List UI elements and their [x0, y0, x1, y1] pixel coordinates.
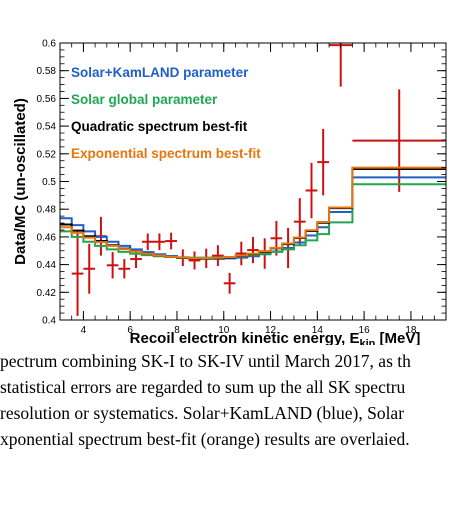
y-tick-label: 0.48 [37, 205, 57, 216]
y-tick-label: 0.46 [37, 232, 57, 243]
legend-entry-4: Exponential spectrum best-fit [71, 146, 261, 161]
legend: Solar+KamLAND parameter Solar global para… [71, 65, 261, 161]
y-tick-label: 0.54 [37, 122, 57, 133]
y-tick-label: 0.4 [42, 316, 56, 327]
data-point [223, 272, 236, 294]
data-point [83, 243, 96, 294]
x-tick-label: 10 [218, 325, 230, 336]
y-tick-label: 0.56 [37, 94, 57, 105]
data-point [247, 236, 259, 264]
data-point [188, 251, 201, 270]
data-point [106, 252, 119, 279]
x-tick-label: 4 [81, 325, 87, 336]
y-tick-label: 0.58 [37, 66, 57, 77]
caption-line-4: xponential spectrum best-fit (orange) re… [0, 429, 410, 449]
legend-entry-1: Solar+KamLAND parameter [71, 65, 249, 80]
data-point [317, 128, 330, 196]
caption-line-2: statistical errors are regarded to sum u… [0, 377, 406, 397]
caption-line-1: pectrum combining SK-I to SK-IV until Ma… [0, 351, 411, 371]
y-tick-label: 0.44 [37, 260, 57, 271]
y-axis-title: Data/MC (un-oscillated) [12, 98, 29, 265]
x-axis-title: Recoil electron kinetic energy, Ekin [Me… [130, 330, 421, 345]
x-tick-label: 6 [127, 325, 133, 336]
x-tick-label: 8 [174, 325, 180, 336]
y-tick-label: 0.5 [42, 177, 56, 188]
y-tick-label: 0.42 [37, 288, 57, 299]
data-point [352, 89, 446, 192]
data-point [71, 231, 84, 316]
data-point [305, 162, 318, 219]
legend-entry-3: Quadratic spectrum best-fit [71, 119, 248, 134]
data-point [141, 233, 154, 251]
data-point [235, 241, 248, 266]
y-tick-label: 0.6 [42, 39, 56, 50]
data-point [212, 245, 224, 266]
data-point [329, 43, 353, 87]
chart: 0.4 0.42 0.44 0.46 0.48 0.5 0.52 0.54 0.56 0.58 0.… [12, 39, 447, 345]
legend-entry-2: Solar global parameter [71, 92, 218, 107]
data-point [165, 232, 177, 250]
figure-caption: pectrum combining SK-I to SK-IV until Ma… [0, 348, 474, 452]
caption-line-3: resolution or systematics. Solar+KamLAND… [0, 403, 405, 423]
x-tick-label: 18 [405, 325, 417, 336]
x-tick-label: 14 [312, 325, 324, 336]
data-point [153, 233, 166, 251]
data-point [270, 220, 283, 256]
plot-frame [59, 42, 447, 321]
series-line-4 [60, 166, 446, 260]
x-tick-label: 16 [359, 325, 371, 336]
data-point [118, 259, 131, 279]
y-tick-label: 0.52 [37, 149, 57, 160]
x-tick-label: 12 [265, 325, 277, 336]
data-point [130, 250, 142, 269]
